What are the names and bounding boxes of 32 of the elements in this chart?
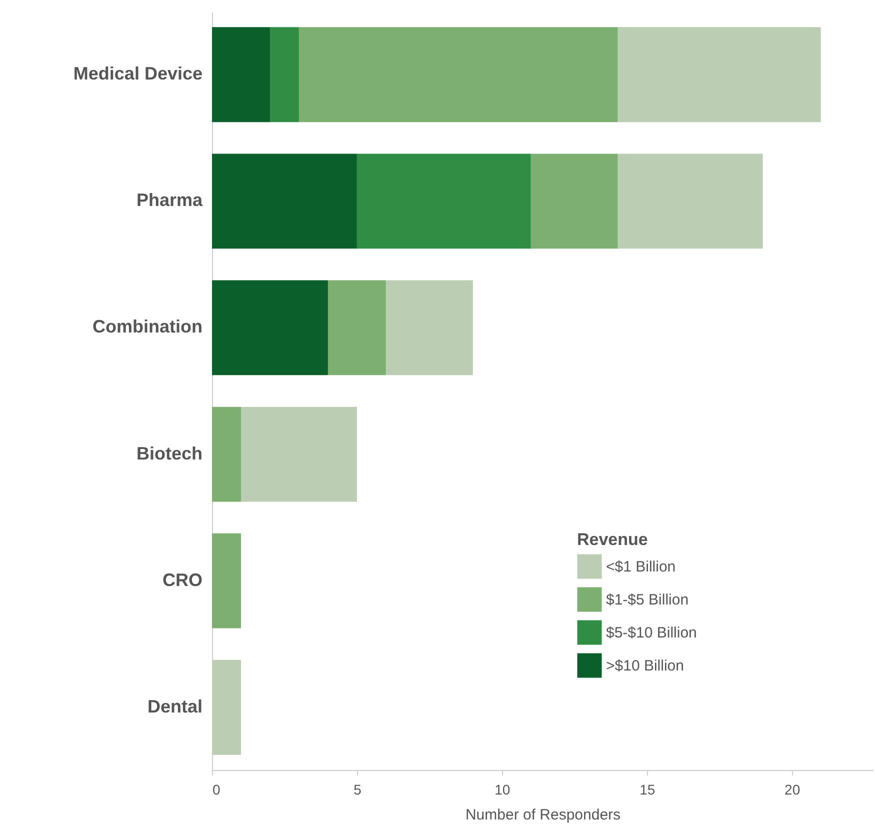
x-tick-label: 5: [354, 782, 362, 798]
legend-title: Revenue: [577, 530, 648, 549]
bar: [386, 280, 473, 376]
bar: [530, 154, 618, 249]
y-tick-label: Dental: [147, 696, 202, 716]
bar: [212, 280, 328, 376]
bar: [212, 406, 241, 502]
y-tick-label: Biotech: [136, 443, 202, 464]
bar: [328, 280, 386, 376]
legend-label: $1-$5 Billion: [606, 592, 689, 608]
y-tick-label: CRO: [162, 570, 202, 590]
y-tick-label: Medical Device: [73, 64, 202, 84]
bar: [618, 27, 821, 122]
x-tick-label: 20: [784, 782, 800, 798]
legend-label: <$1 Billion: [606, 558, 676, 576]
bar: [356, 154, 531, 249]
bar: [212, 154, 357, 249]
legend-label: $5-$10 Billion: [606, 624, 697, 642]
bar: [298, 27, 618, 122]
bar: [270, 27, 299, 122]
x-tick-label: 10: [494, 782, 510, 798]
bar: [212, 27, 270, 122]
y-tick-label: Combination: [92, 316, 202, 337]
bar: [618, 154, 763, 249]
bar: [212, 533, 241, 628]
x-tick-label: 15: [640, 782, 656, 798]
y-tick-label: Pharma: [136, 190, 204, 210]
x-axis-title: Number of Responders: [465, 806, 621, 824]
bar: [240, 406, 357, 502]
x-tick-label: 0: [212, 782, 220, 798]
bar: [212, 660, 241, 755]
legend-label: >$10 Billion: [606, 658, 684, 674]
